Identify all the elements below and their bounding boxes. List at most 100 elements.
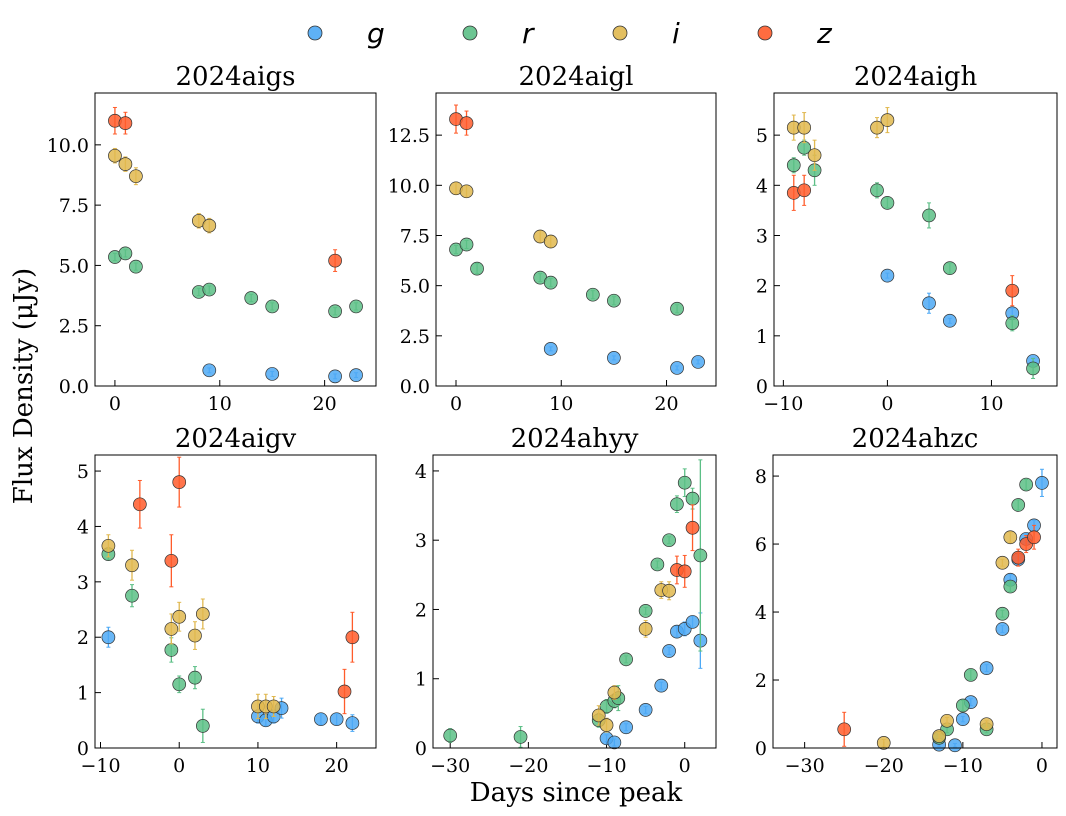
panel-title: 2024aigh: [854, 62, 978, 92]
legend-marker-z: [757, 25, 773, 41]
data-point-r: [349, 299, 363, 314]
panel-2024ahzc: 2024ahzc −30 −20 −10 0 0 2 4 6 8: [755, 424, 1058, 777]
data-point-r: [188, 670, 202, 685]
panel-title: 2024aigv: [175, 424, 297, 454]
y-tick-label: 0.0: [59, 376, 89, 398]
data-point-r: [470, 261, 484, 276]
y-tick-label: 2: [756, 276, 768, 298]
data-point-g: [328, 369, 342, 384]
data-point-i: [932, 729, 946, 743]
y-axis-label: Flux Density (μJy): [9, 268, 39, 504]
data-point-i: [940, 713, 954, 728]
data-point-r: [670, 301, 684, 316]
x-tick-label: −30: [785, 755, 825, 777]
y-tick-label: 10.0: [388, 175, 430, 197]
data-point-i: [108, 148, 122, 163]
panel-2024aigs: 2024aigs 0 10 20 0.0 2.5 5.0 7.5 10.0: [47, 62, 377, 415]
x-tick-label: −10: [80, 755, 120, 777]
y-tick-label: 2: [415, 599, 427, 621]
data-point-i: [979, 717, 994, 732]
data-point-r: [125, 588, 139, 603]
panel-title: 2024aigs: [176, 62, 296, 92]
x-tick-label: 0: [109, 393, 121, 415]
data-point-r: [202, 282, 217, 297]
y-axis-label-text: Flux Density (μJy): [9, 268, 39, 504]
y-tick-label: 7.5: [400, 225, 430, 247]
data-point-r: [195, 718, 210, 733]
axes-frame: [435, 92, 717, 387]
y-tick-label: 1: [415, 669, 427, 691]
data-point-g: [202, 363, 217, 378]
data-point-z: [677, 564, 692, 579]
data-point-r: [963, 668, 978, 682]
x-axis-label: Days since peak: [470, 778, 683, 808]
data-point-i: [202, 218, 217, 233]
x-tick-label: 10: [246, 755, 270, 777]
y-tick-label: 4: [756, 175, 768, 197]
data-point-r: [129, 259, 143, 274]
data-point-z: [797, 183, 812, 198]
data-point-r: [585, 287, 600, 302]
y-tick-label: 12.5: [388, 125, 430, 147]
data-point-r: [693, 548, 708, 563]
data-point-g: [619, 720, 633, 735]
y-tick-label: 0: [415, 738, 427, 760]
panel-title: 2024ahyy: [511, 424, 639, 454]
data-point-r: [677, 475, 692, 490]
data-point-z: [328, 253, 342, 268]
data-point-g: [685, 615, 700, 629]
panel-2024aigl: 2024aigl 0 10 20 0.0 2.5 5.0 7.5 10.0 12.5: [388, 62, 717, 415]
data-point-z: [133, 497, 147, 512]
data-point-g: [948, 738, 962, 753]
data-point-r: [1005, 316, 1020, 331]
x-tick-label: 20: [313, 393, 337, 415]
data-point-r: [543, 275, 558, 290]
y-tick-label: 10.0: [47, 135, 89, 157]
data-point-r: [922, 208, 936, 223]
data-point-r: [443, 728, 458, 743]
x-tick-label: −20: [508, 755, 548, 777]
y-tick-label: 4: [77, 516, 89, 538]
data-point-r: [172, 677, 187, 692]
y-tick-label: 2: [755, 670, 767, 692]
x-tick-label: 0: [679, 755, 691, 777]
axes-frame: [773, 92, 1058, 387]
panel-title: 2024aigl: [519, 62, 634, 92]
data-point-g: [345, 716, 360, 730]
data-point-i: [543, 234, 558, 249]
axes-frame: [94, 92, 377, 387]
data-point-r: [328, 304, 342, 319]
axes-frame: [94, 454, 377, 749]
x-tick-label: −10: [586, 755, 626, 777]
data-point-r: [118, 246, 133, 261]
data-point-g: [607, 351, 621, 365]
y-tick-label: 8: [755, 466, 767, 488]
data-point-r: [995, 606, 1010, 621]
data-point-i: [459, 184, 474, 199]
data-point-z: [345, 630, 360, 645]
data-point-i: [807, 148, 822, 163]
data-point-r: [956, 698, 970, 713]
data-point-r: [164, 643, 179, 657]
data-point-g: [670, 361, 684, 375]
data-point-z: [1027, 530, 1041, 545]
data-point-r: [607, 293, 621, 308]
data-point-r: [513, 730, 528, 744]
legend-marker-i: [612, 25, 628, 41]
y-tick-label: 5.0: [400, 276, 430, 298]
data-point-i: [638, 622, 653, 636]
x-tick-label: −30: [430, 755, 470, 777]
legend-label-i: i: [672, 17, 680, 50]
y-tick-label: 7.5: [59, 195, 89, 217]
data-point-i: [266, 699, 281, 714]
data-point-r: [786, 158, 801, 173]
data-point-g: [979, 661, 994, 675]
data-point-r: [1026, 361, 1040, 376]
data-point-g: [101, 630, 116, 645]
panel-2024ahyy: 2024ahyy −30 −20 −10 0 0 1 2 3 4: [415, 424, 717, 777]
